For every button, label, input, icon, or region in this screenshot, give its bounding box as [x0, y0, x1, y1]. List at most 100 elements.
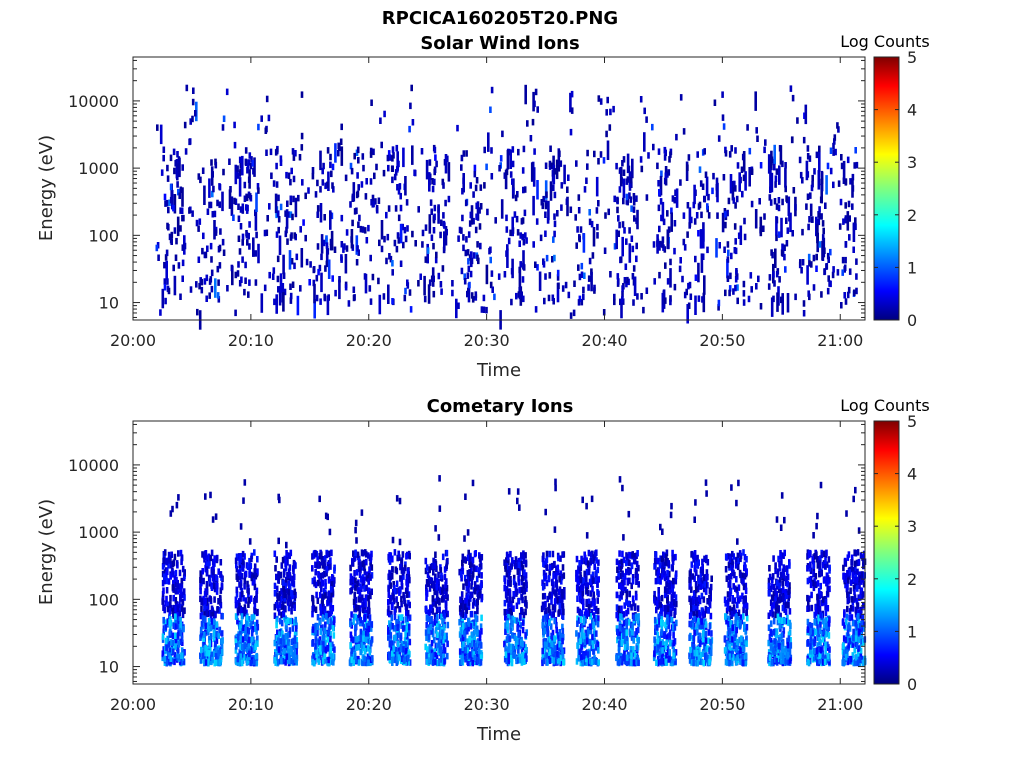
heatmap-cell [444, 226, 448, 246]
heatmap-cell [425, 634, 428, 641]
heatmap-cell [370, 588, 373, 595]
heatmap-cell [276, 592, 279, 599]
heatmap-cell [576, 606, 580, 614]
heatmap-cell [491, 286, 494, 293]
heatmap-cell [632, 599, 635, 607]
heatmap-cell [293, 631, 297, 638]
heatmap-cell [463, 273, 466, 280]
heatmap-cell [466, 554, 470, 562]
heatmap-cell [247, 159, 251, 166]
heatmap-cell [476, 598, 479, 605]
heatmap-cell [509, 149, 512, 169]
heatmap-cell [361, 620, 365, 627]
heatmap-cell [219, 647, 222, 654]
heatmap-cell [366, 623, 369, 630]
heatmap-cell [428, 172, 431, 192]
heatmap-cell [200, 611, 204, 619]
heatmap-cell [200, 646, 203, 654]
heatmap-cell [815, 253, 818, 261]
heatmap-cell [330, 617, 334, 625]
heatmap-cell [621, 291, 624, 298]
heatmap-cell [437, 272, 441, 280]
heatmap-cell [768, 194, 772, 201]
heatmap-cell [280, 603, 284, 610]
heatmap-cell [287, 646, 290, 653]
heatmap-cell [411, 119, 415, 126]
heatmap-cell [163, 284, 167, 291]
heatmap-cell [280, 562, 284, 569]
heatmap-cell [162, 154, 165, 162]
heatmap-cell [511, 620, 514, 627]
heatmap-cell [165, 199, 169, 207]
heatmap-cell [662, 218, 666, 226]
heatmap-cell [631, 245, 635, 253]
heatmap-cell [162, 616, 165, 624]
heatmap-cell [355, 235, 359, 255]
heatmap-cell [555, 565, 558, 572]
heatmap-cell [327, 577, 331, 584]
heatmap-cell [556, 643, 559, 651]
heatmap-cell [289, 283, 292, 290]
heatmap-cell [286, 571, 289, 579]
heatmap-cell [578, 617, 581, 624]
heatmap-cell [618, 221, 621, 229]
heatmap-cell [619, 613, 622, 620]
heatmap-cell [179, 638, 182, 646]
heatmap-cell [209, 596, 212, 603]
heatmap-cell [222, 168, 225, 176]
heatmap-cell [447, 195, 451, 203]
heatmap-cell [433, 178, 436, 186]
heatmap-cell [239, 583, 243, 590]
heatmap-cell [462, 177, 465, 185]
heatmap-cell [443, 222, 446, 229]
heatmap-cell [215, 588, 219, 595]
heatmap-cell [606, 96, 609, 104]
heatmap-cell [576, 569, 579, 577]
heatmap-cell [197, 256, 201, 263]
heatmap-cell [407, 591, 411, 598]
heatmap-cell [324, 639, 327, 647]
heatmap-cell [504, 651, 508, 658]
heatmap-cell [541, 659, 544, 667]
heatmap-cell [627, 658, 631, 665]
heatmap-cell [570, 90, 574, 98]
heatmap-cell [213, 555, 216, 562]
heatmap-cell [462, 244, 465, 252]
heatmap-cell [352, 618, 355, 625]
heatmap-cell [721, 212, 725, 233]
heatmap-cell [210, 159, 213, 166]
heatmap-cell [350, 586, 353, 594]
heatmap-cell [181, 565, 185, 573]
heatmap-cell [658, 271, 661, 279]
heatmap-cell [391, 260, 394, 267]
heatmap-cell [189, 286, 193, 293]
heatmap-cell [551, 550, 555, 558]
heatmap-cell [406, 552, 410, 559]
heatmap-cell [515, 215, 519, 223]
heatmap-cell [387, 628, 390, 635]
heatmap-cell [356, 172, 359, 179]
heatmap-cell [326, 599, 329, 607]
heatmap-cell [439, 231, 442, 239]
heatmap-cell [620, 298, 623, 319]
heatmap-cell [475, 575, 479, 583]
heatmap-cell [578, 648, 582, 656]
heatmap-cell [465, 150, 468, 157]
heatmap-cell [462, 640, 465, 648]
heatmap-cell [353, 613, 356, 621]
heatmap-cell [593, 655, 596, 662]
heatmap-cell [637, 613, 640, 620]
heatmap-cell [421, 229, 425, 237]
heatmap-cell [589, 613, 592, 620]
heatmap-cell [561, 285, 565, 292]
heatmap-cell [359, 648, 362, 656]
heatmap-cell [369, 592, 372, 600]
heatmap-cell [252, 658, 256, 665]
heatmap-cell [461, 622, 465, 630]
heatmap-cell [656, 162, 659, 170]
heatmap-cell [433, 648, 436, 655]
heatmap-cell [313, 659, 316, 667]
heatmap-cell [382, 169, 386, 177]
heatmap-cell [180, 554, 184, 562]
heatmap-cell [443, 633, 446, 640]
